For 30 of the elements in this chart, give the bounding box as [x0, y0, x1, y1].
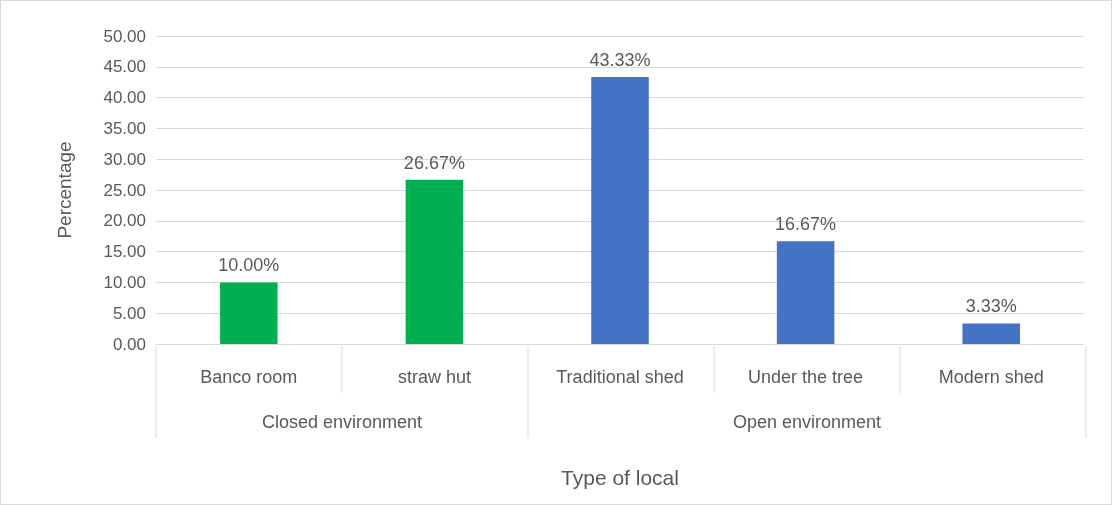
y-tick-label: 15.00 [103, 242, 146, 262]
x-tick-label: Modern shed [938, 367, 1044, 387]
y-tick-label: 25.00 [103, 180, 146, 200]
x-tick-label: Traditional shed [556, 367, 684, 387]
y-tick-label: 40.00 [103, 88, 146, 108]
y-tick-label: 5.00 [112, 303, 146, 323]
y-tick-label: 20.00 [103, 211, 146, 231]
bar [591, 77, 649, 344]
data-label: 26.67% [403, 152, 465, 173]
data-label: 16.67% [775, 214, 837, 235]
y-tick-label: 35.00 [103, 118, 146, 138]
x-axis-title: Type of local [561, 466, 679, 489]
data-label: 10.00% [218, 255, 280, 276]
data-label: 43.33% [589, 50, 651, 71]
y-axis-title: Percentage [54, 141, 75, 239]
data-label: 3.33% [965, 296, 1017, 317]
bar [405, 179, 464, 344]
y-tick-label: 45.00 [103, 57, 146, 77]
y-tick-label: 30.00 [103, 149, 146, 169]
bar [962, 323, 1020, 344]
x-tick-label: Under the tree [748, 367, 864, 387]
bar [776, 241, 835, 344]
x-tick-label: straw hut [397, 367, 471, 387]
y-tick-label: 50.00 [103, 26, 146, 46]
bar [220, 282, 278, 344]
y-tick-label: 0.00 [112, 334, 146, 354]
x-tick-label: Banco room [200, 367, 298, 387]
text: Closed environment [261, 412, 423, 432]
text: Open environment [732, 412, 882, 432]
y-tick-label: 10.00 [103, 272, 146, 292]
